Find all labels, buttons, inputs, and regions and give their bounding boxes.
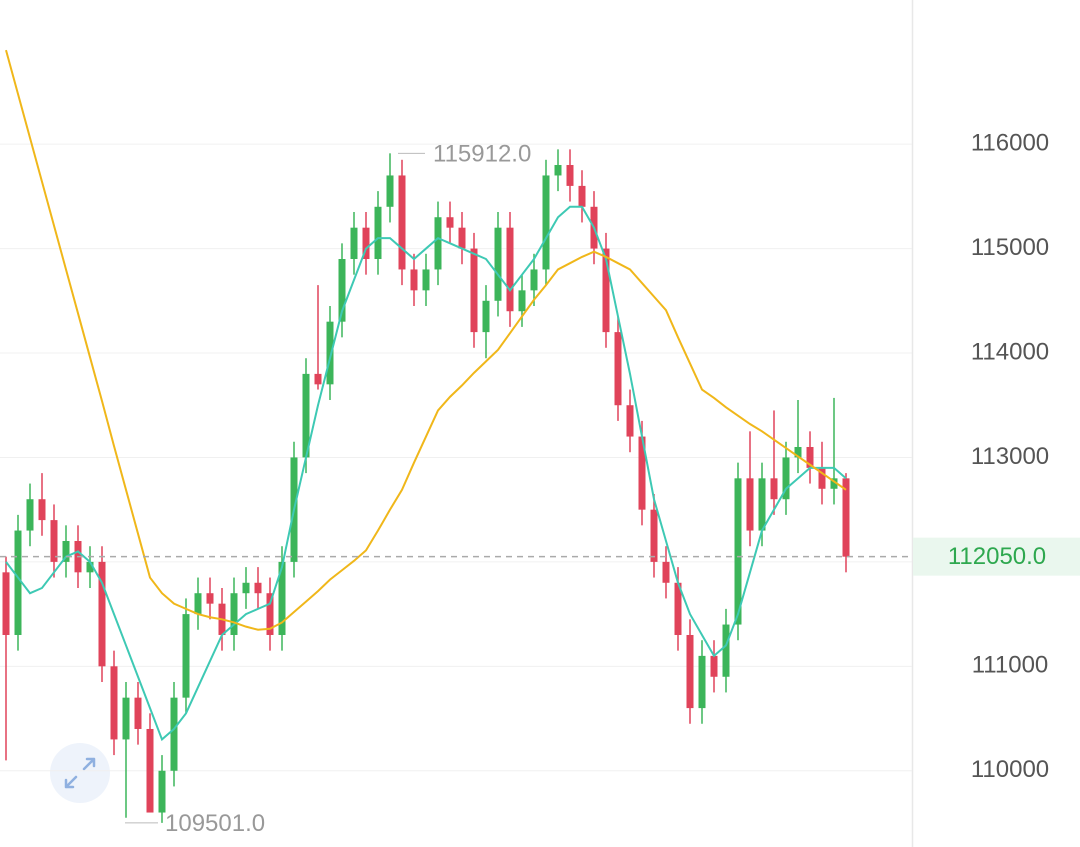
last-price-label: 112050.0 — [948, 543, 1046, 570]
candle-body — [278, 561, 286, 635]
candle-body — [2, 572, 10, 635]
candle-body — [326, 321, 334, 385]
y-tick-label: 110000 — [971, 756, 1049, 783]
candle-body — [302, 373, 310, 458]
candle-body — [422, 269, 430, 291]
candle-body — [518, 290, 526, 312]
candle-body — [698, 655, 706, 709]
candle-body — [386, 175, 394, 207]
candle-body — [446, 217, 454, 228]
y-tick-label: 115000 — [971, 234, 1049, 261]
candle-body — [26, 499, 34, 531]
candle-body — [830, 478, 838, 489]
candle-body — [662, 561, 670, 583]
candle-body — [770, 478, 778, 500]
candle-body — [254, 582, 262, 594]
expand-circle[interactable] — [50, 743, 110, 803]
candle-body — [194, 593, 202, 615]
candle-body — [614, 332, 622, 406]
candle-body — [470, 248, 478, 333]
candle-body — [338, 259, 346, 322]
moving-average-line — [5, 205, 847, 742]
candle-body — [314, 373, 322, 385]
candle-body — [398, 175, 406, 270]
candle-body — [674, 582, 682, 635]
candle-body — [458, 227, 466, 249]
candle-body — [362, 227, 370, 260]
candle-body — [566, 165, 574, 186]
candle-body — [170, 697, 178, 771]
last-price-box — [913, 537, 1080, 576]
y-tick-label: 113000 — [971, 443, 1049, 470]
candle-body — [722, 624, 730, 677]
candle-body — [626, 405, 634, 437]
candle-body — [650, 509, 658, 562]
candle-body — [782, 457, 790, 500]
candle-body — [638, 436, 646, 510]
candle-body — [434, 217, 442, 270]
candle-body — [494, 227, 502, 301]
candle-body — [578, 185, 586, 207]
expand-button[interactable] — [50, 743, 110, 803]
candle-body — [746, 478, 754, 531]
candle-body — [50, 520, 58, 562]
candle-body — [38, 499, 46, 521]
candle-body — [734, 478, 742, 625]
candle-body — [794, 446, 802, 458]
candle-body — [14, 530, 22, 635]
candle-body — [686, 634, 694, 709]
y-tick-label: 111000 — [972, 652, 1049, 679]
expand-icon[interactable] — [64, 757, 96, 789]
candle-body — [206, 593, 214, 604]
y-tick-label: 116000 — [971, 129, 1049, 156]
candle-body — [374, 206, 382, 260]
extreme-label: 109501.0 — [165, 810, 265, 837]
candle-body — [410, 269, 418, 291]
candle-body — [98, 561, 106, 667]
candle-body — [530, 269, 538, 291]
candle-body — [242, 582, 250, 594]
candle-body — [710, 655, 718, 677]
candle-body — [62, 540, 70, 562]
candle-body — [818, 467, 826, 489]
candle-body — [758, 478, 766, 531]
candle-body — [182, 614, 190, 698]
candle-body — [146, 728, 154, 813]
candle-body — [266, 593, 274, 635]
candle-body — [158, 770, 166, 813]
candle-body — [86, 561, 94, 573]
candle-body — [122, 697, 130, 740]
candle-body — [230, 593, 238, 635]
candle-body — [806, 446, 814, 468]
candle-body — [134, 697, 142, 729]
candle-body — [110, 666, 118, 740]
y-tick-label: 114000 — [971, 338, 1049, 365]
candle-body — [482, 300, 490, 333]
moving-average-line — [5, 49, 847, 631]
candle-body — [602, 248, 610, 333]
candle-body — [554, 165, 562, 176]
candle-body — [506, 227, 514, 312]
candle-body — [350, 227, 358, 260]
candle-body — [542, 175, 550, 270]
extreme-label: 115912.0 — [433, 141, 531, 168]
candle-body — [842, 478, 850, 557]
